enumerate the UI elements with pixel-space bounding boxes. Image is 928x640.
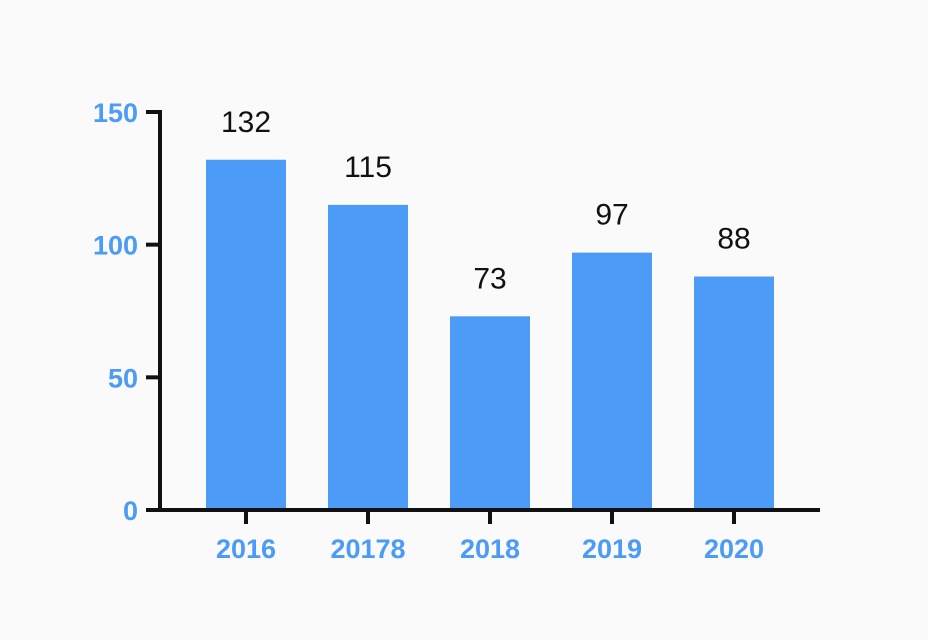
data-label-2020: 88 [717,223,750,256]
bar-2016 [206,159,286,510]
x-tick-label-20178: 20178 [330,534,405,564]
y-tick-labels: 0 50 100 150 [93,98,138,526]
y-tick-label: 0 [123,496,138,526]
data-label-2019: 97 [595,199,628,232]
x-tick-label-2020: 2020 [704,534,764,564]
axis-ticks [146,110,736,524]
data-label-20178: 115 [344,151,392,184]
x-tick-label-2019: 2019 [582,534,642,564]
bars [206,159,774,511]
x-tick-label-2018: 2018 [460,534,520,564]
bar-2020 [694,276,774,510]
y-tick-label: 50 [108,363,138,393]
x-tick-label-2016: 2016 [216,534,276,564]
bar-2019 [572,252,652,511]
y-tick-label: 100 [93,231,138,261]
data-label-2018: 73 [473,262,506,295]
bar-20178 [328,204,408,510]
data-label-2016: 132 [221,106,271,139]
bar-2018 [450,316,530,510]
data-labels: 132 115 73 97 88 [221,106,751,296]
y-tick-label: 150 [93,98,138,128]
x-tick-labels: 2016 20178 2018 2019 2020 [216,534,764,564]
